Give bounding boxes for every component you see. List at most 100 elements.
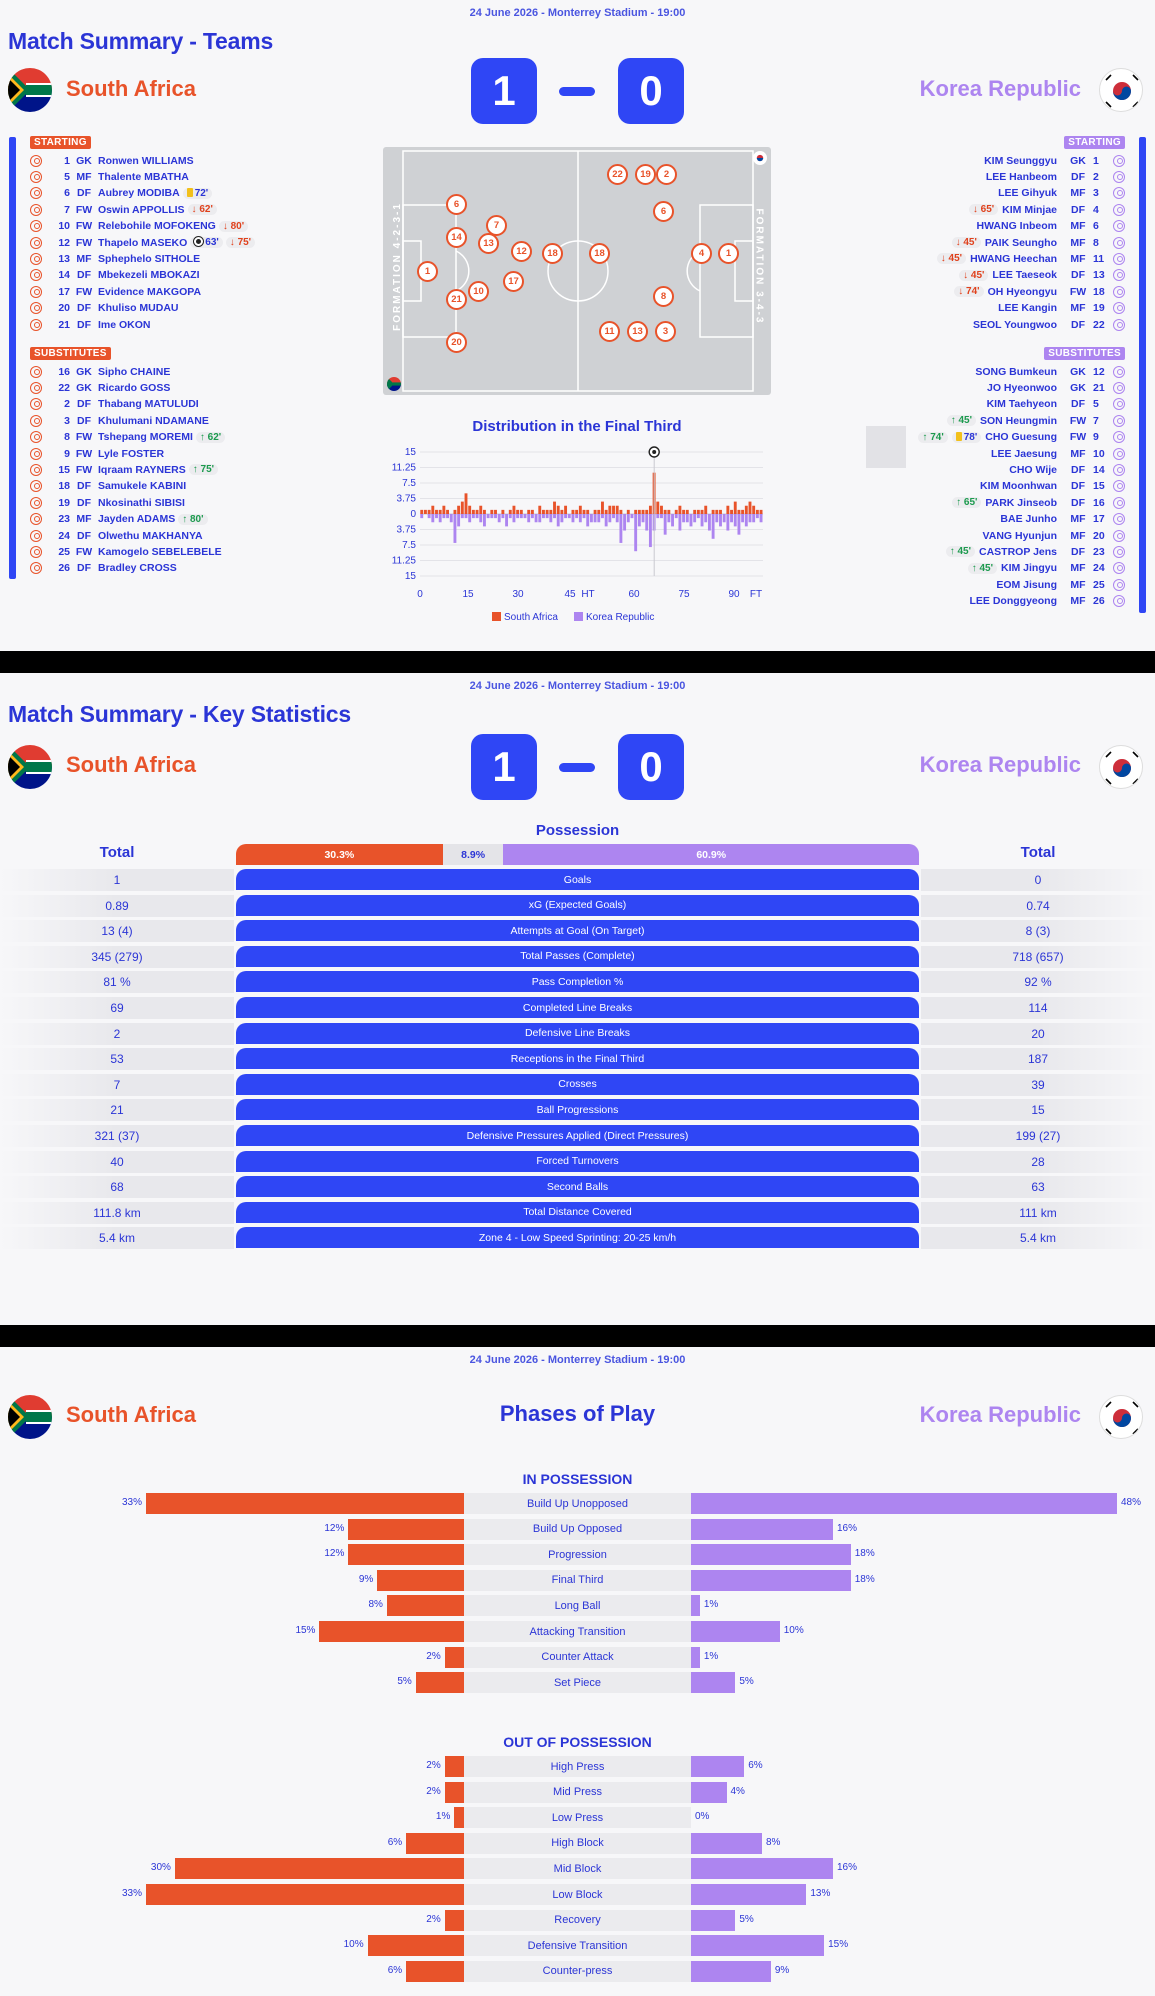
away-pitch-player[interactable]: 2 <box>656 164 677 185</box>
home-player-row[interactable]: 19 DF Nkosinathi SIBISI <box>30 495 185 510</box>
home-player-row[interactable]: 6 DF Aubrey MODIBA 72' <box>30 186 213 201</box>
korea-bar <box>523 514 527 519</box>
away-phase-pct: 16% <box>837 1522 858 1534</box>
home-pitch-player[interactable]: 20 <box>446 332 467 353</box>
away-pitch-player[interactable]: 11 <box>599 321 620 342</box>
away-player-row[interactable]: SONG Bumkeun GK 12 <box>975 364 1125 379</box>
player-position: MF <box>1070 595 1086 608</box>
away-player-row[interactable]: ↑ 45' CASTROP Jens DF 23 <box>945 544 1125 559</box>
away-player-row[interactable]: LEE Kangin MF 19 <box>998 301 1125 316</box>
home-player-row[interactable]: 16 GK Sipho CHAINE <box>30 364 170 379</box>
away-player-row[interactable]: SEOL Youngwoo DF 22 <box>973 317 1125 332</box>
away-player-row[interactable]: HWANG Inbeom MF 6 <box>977 219 1125 234</box>
south-africa-bar <box>685 509 689 514</box>
player-avatar-icon <box>1113 463 1125 476</box>
player-position: DF <box>1071 463 1085 476</box>
home-player-row[interactable]: 2 DF Thabang MATULUDI <box>30 397 199 412</box>
home-player-row[interactable]: 7 FW Oswin APPOLLIS ↓ 62' <box>30 202 217 217</box>
home-pitch-player[interactable]: 13 <box>478 233 499 254</box>
home-pitch-player[interactable]: 7 <box>486 215 507 236</box>
away-pitch-player[interactable]: 6 <box>653 201 674 222</box>
home-phase-bar <box>377 1569 464 1591</box>
home-pitch-player[interactable]: 18 <box>542 243 563 264</box>
home-pitch-player[interactable]: 21 <box>446 289 467 310</box>
away-player-row[interactable]: KIM Moonhwan DF 15 <box>980 479 1125 494</box>
phase-label: Recovery <box>464 1909 691 1931</box>
korea-bar <box>497 514 501 523</box>
away-player-row[interactable]: KIM Taehyeon DF 5 <box>987 397 1125 412</box>
home-player-row[interactable]: 25 FW Kamogelo SEBELEBELE <box>30 544 222 559</box>
away-player-row[interactable]: LEE Donggyeong MF 26 <box>970 594 1125 609</box>
phase-label: Build Up Unopposed <box>464 1493 691 1514</box>
away-pitch-player[interactable]: 13 <box>627 321 648 342</box>
home-player-row[interactable]: 12 FW Thapelo MASEKO 63' ↓ 75' <box>30 235 256 250</box>
away-phase-pct: 13% <box>810 1888 831 1899</box>
away-pitch-player[interactable]: 8 <box>653 286 674 307</box>
away-player-row[interactable]: JO Hyeonwoo GK 21 <box>987 380 1125 395</box>
home-player-row[interactable]: 24 DF Olwethu MAKHANYA <box>30 528 203 543</box>
away-player-row[interactable]: EOM Jisung MF 25 <box>996 577 1125 592</box>
player-position: DF <box>1071 203 1085 216</box>
home-pitch-player[interactable]: 1 <box>417 261 438 282</box>
south-africa-bar <box>453 509 457 514</box>
away-pitch-player[interactable]: 19 <box>635 164 656 185</box>
home-pitch-player[interactable]: 12 <box>511 241 532 262</box>
south-africa-bar <box>619 509 623 514</box>
home-pitch-player[interactable]: 6 <box>446 194 467 215</box>
away-pitch-player[interactable]: 18 <box>589 243 610 264</box>
home-player-row[interactable]: 15 FW Iqraam RAYNERS ↑ 75' <box>30 462 219 477</box>
y-tick-label: 11.25 <box>392 556 417 567</box>
event-minute: 65' <box>980 204 995 216</box>
home-player-row[interactable]: 26 DF Bradley CROSS <box>30 561 177 576</box>
korea-bar <box>519 514 523 519</box>
home-player-row[interactable]: 21 DF Ime OKON <box>30 317 151 332</box>
away-player-row[interactable]: BAE Junho MF 17 <box>1000 512 1125 527</box>
away-player-row[interactable]: LEE Hanbeom DF 2 <box>986 169 1125 184</box>
home-player-row[interactable]: 8 FW Tshepang MOREMI ↑ 62' <box>30 430 226 445</box>
away-pitch-player[interactable]: 3 <box>655 321 676 342</box>
away-player-row[interactable]: ↑ 65' PARK Jinseob DF 16 <box>952 495 1125 510</box>
out-event-badge: ↓ 45' <box>951 237 981 248</box>
away-player-row[interactable]: ↓ 45' LEE Taeseok DF 13 <box>959 268 1125 283</box>
home-player-row[interactable]: 9 FW Lyle FOSTER <box>30 446 164 461</box>
home-pitch-player[interactable]: 17 <box>503 271 524 292</box>
home-pitch-player[interactable]: 10 <box>468 281 489 302</box>
away-pitch-player[interactable]: 4 <box>691 243 712 264</box>
player-position: MF <box>1070 302 1086 315</box>
event-minute: 74' <box>966 286 980 298</box>
away-player-row[interactable]: LEE Gihyuk MF 3 <box>998 186 1125 201</box>
home-phase-pct: 12% <box>324 1522 345 1534</box>
home-player-row[interactable]: 14 DF Mbekezeli MBOKAZI <box>30 268 200 283</box>
away-player-row[interactable]: VANG Hyunjun MF 20 <box>983 528 1125 543</box>
away-stat-value: 0 <box>921 869 1155 891</box>
away-player-row[interactable]: KIM Seunggyu GK 1 <box>984 153 1125 168</box>
home-player-row[interactable]: 5 MF Thalente MBATHA <box>30 169 189 184</box>
away-player-row[interactable]: ↑ 74' 78' CHO Guesung FW 9 <box>918 430 1125 445</box>
home-player-row[interactable]: 18 DF Samukele KABINI <box>30 479 186 494</box>
event-minute: 62' <box>207 431 222 443</box>
home-player-row[interactable]: 3 DF Khulumani NDAMANE <box>30 413 209 428</box>
home-player-row[interactable]: 1 GK Ronwen WILLIAMS <box>30 153 194 168</box>
home-player-row[interactable]: 10 FW Relebohile MOFOKENG ↓ 80' <box>30 219 249 234</box>
away-pitch-player[interactable]: 22 <box>607 164 628 185</box>
home-player-row[interactable]: 20 DF Khuliso MUDAU <box>30 301 179 316</box>
away-player-row[interactable]: ↑ 45' SON Heungmin FW 7 <box>946 413 1125 428</box>
away-player-row[interactable]: ↓ 65' KIM Minjae DF 4 <box>968 202 1125 217</box>
korea-bar <box>460 514 464 519</box>
home-player-row[interactable]: 13 MF Sphephelo SITHOLE <box>30 251 200 266</box>
away-player-row[interactable]: ↓ 45' HWANG Heechan MF 11 <box>936 251 1125 266</box>
phase-row: 10% Defensive Transition 15% <box>0 1935 1155 1957</box>
korea-bar <box>711 514 715 539</box>
home-player-row[interactable]: 23 MF Jayden ADAMS ↑ 80' <box>30 512 208 527</box>
away-player-row[interactable]: ↓ 74' OH Hyeongyu FW 18 <box>954 284 1125 299</box>
home-pitch-player[interactable]: 14 <box>446 227 467 248</box>
home-player-row[interactable]: 17 FW Evidence MAKGOPA <box>30 284 201 299</box>
home-player-row[interactable]: 22 GK Ricardo GOSS <box>30 380 170 395</box>
home-stat-value: 40 <box>0 1150 234 1173</box>
away-pitch-player[interactable]: 1 <box>718 243 739 264</box>
away-player-row[interactable]: ↓ 45' PAIK Seungho MF 8 <box>951 235 1125 250</box>
away-player-row[interactable]: ↑ 45' KIM Jingyu MF 24 <box>967 561 1125 576</box>
player-name: SEOL Youngwoo <box>973 318 1057 331</box>
away-player-row[interactable]: CHO Wije DF 14 <box>1009 462 1125 477</box>
away-player-row[interactable]: LEE Jaesung MF 10 <box>991 446 1125 461</box>
